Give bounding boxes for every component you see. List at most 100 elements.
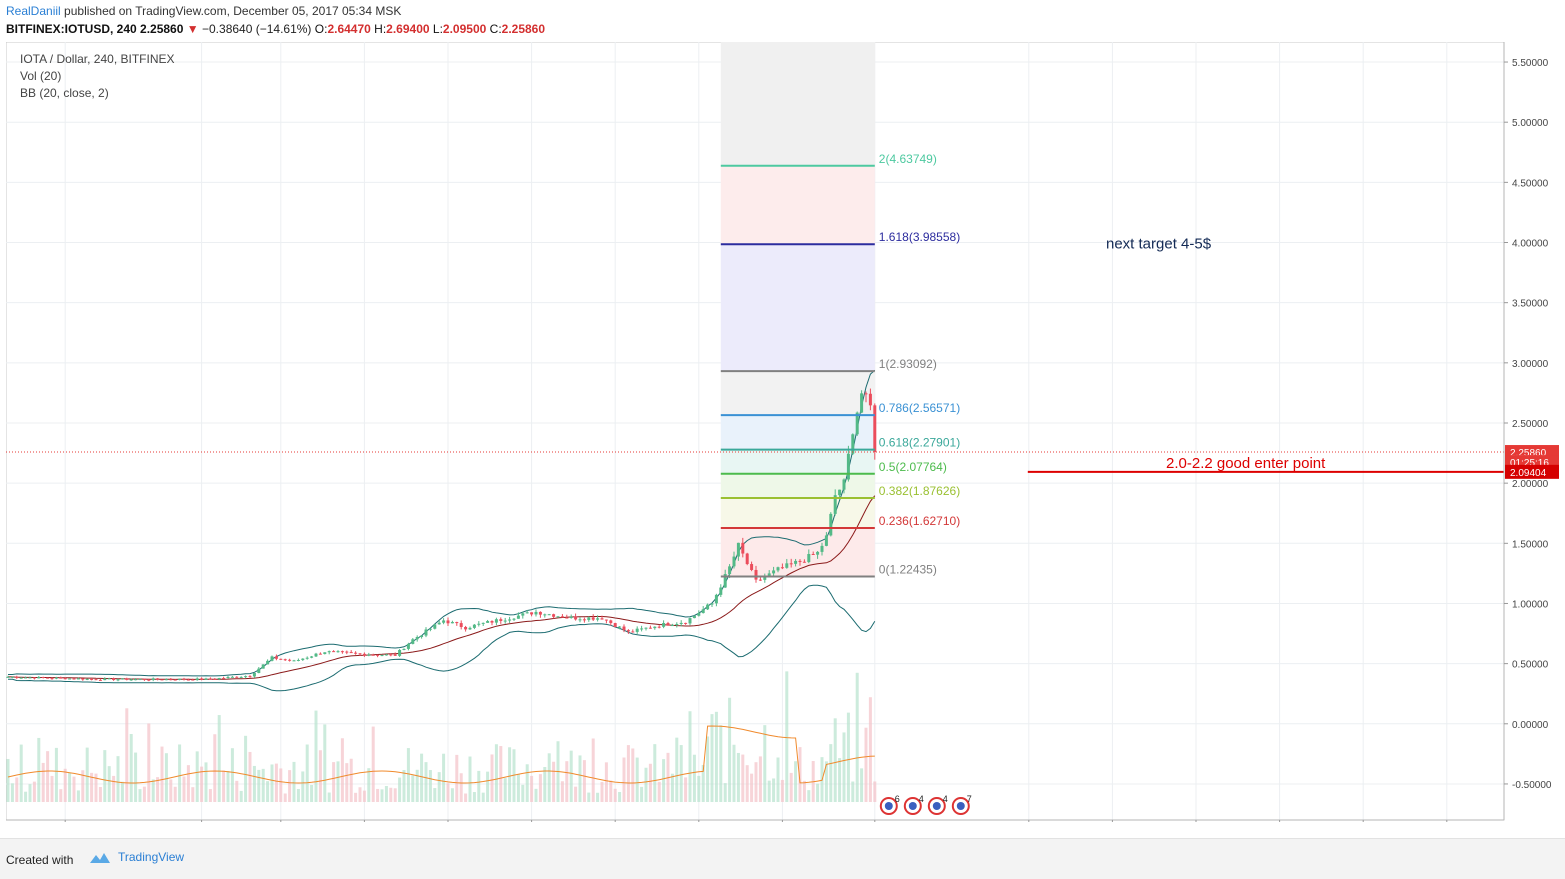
candle-body xyxy=(310,656,314,658)
candle-body xyxy=(626,630,630,632)
candle-body xyxy=(648,627,652,629)
volume-bar xyxy=(393,788,397,802)
volume-bar xyxy=(54,747,58,802)
price-chart[interactable]: 2(4.63749) 1.618(3.98558) 1(2.93092) 0.786(… xyxy=(6,42,1560,822)
candle-body xyxy=(578,619,582,621)
volume-bar xyxy=(600,781,604,802)
author-link[interactable]: RealDaniil xyxy=(6,4,61,18)
volume-bar xyxy=(754,762,758,802)
volume-bar xyxy=(270,764,274,802)
volume-bar xyxy=(644,767,648,802)
candle-body xyxy=(134,679,138,681)
volume-bar xyxy=(635,757,639,802)
volume-bar xyxy=(622,757,626,802)
volume-bar xyxy=(552,761,556,802)
chart-area[interactable]: 2(4.63749) 1.618(3.98558) 1(2.93092) 0.786(… xyxy=(6,42,1560,822)
candle-body xyxy=(112,678,116,681)
candle-body xyxy=(596,618,600,620)
price-axis-label: 4.50000 xyxy=(1512,178,1549,189)
candle-body xyxy=(160,679,164,681)
candle-body xyxy=(349,652,353,654)
candle-body xyxy=(710,603,714,605)
volume-ma-line xyxy=(7,725,875,784)
volume-bar xyxy=(371,726,375,802)
candle-body xyxy=(516,615,520,619)
candle-body xyxy=(173,679,177,681)
price-axis-label: 2.50000 xyxy=(1512,419,1549,430)
candle-body xyxy=(76,678,80,680)
volume-bar xyxy=(230,748,234,802)
candle-body xyxy=(525,612,529,614)
candle-body xyxy=(354,652,358,654)
bollinger-lower-band xyxy=(8,584,876,692)
volume-bar xyxy=(178,744,182,802)
candle-body xyxy=(28,677,32,679)
volume-bar xyxy=(68,772,72,802)
candle-body xyxy=(820,545,824,552)
close-value: 2.25860 xyxy=(501,22,546,36)
candle-body xyxy=(833,495,837,514)
price-marker-box xyxy=(1505,464,1559,479)
candle-body xyxy=(424,629,428,636)
volume-bar xyxy=(842,732,846,802)
volume-bar xyxy=(525,764,529,802)
volume-bar xyxy=(648,763,652,802)
candle-body xyxy=(772,570,776,574)
volume-bar xyxy=(354,792,358,802)
series-legend[interactable]: IOTA / Dollar, 240, BITFINEX xyxy=(20,52,175,66)
volume-bar xyxy=(107,766,111,802)
candle-body xyxy=(420,635,424,638)
volume-bar xyxy=(578,755,582,802)
volume-bar xyxy=(81,770,85,802)
price-axis-label: 3.00000 xyxy=(1512,359,1549,370)
candle-body xyxy=(560,616,564,618)
volume-bar xyxy=(450,788,454,802)
price-axis-label: 3.50000 xyxy=(1512,299,1549,310)
volume-bar xyxy=(76,790,80,802)
volume-bar xyxy=(521,784,525,802)
candle-body xyxy=(182,678,186,680)
volume-bar xyxy=(424,762,428,802)
volume-bar xyxy=(569,750,573,802)
candle-body xyxy=(481,622,485,624)
candle-body xyxy=(613,623,617,628)
volume-bar xyxy=(833,718,837,802)
tradingview-brand-link[interactable]: TradingView xyxy=(88,850,184,865)
candle-body xyxy=(327,651,331,653)
candle-body xyxy=(635,628,639,632)
candle-body xyxy=(719,587,723,595)
candle-body xyxy=(477,623,481,625)
candle-body xyxy=(191,679,195,681)
candle-body xyxy=(508,619,512,621)
fib-level-label: 0.5(2.07764) xyxy=(879,460,947,474)
candle-body xyxy=(490,621,494,623)
candle-body xyxy=(692,615,696,619)
fib-zone-band xyxy=(720,473,875,499)
candle-body xyxy=(538,611,542,615)
volume-bar xyxy=(618,792,622,802)
candle-body xyxy=(521,613,525,616)
candle-body xyxy=(32,677,36,679)
volume-legend[interactable]: Vol (20) xyxy=(20,69,62,83)
candle-body xyxy=(450,622,454,624)
candle-body xyxy=(270,656,274,661)
candle-body xyxy=(19,677,23,679)
volume-bar xyxy=(191,787,195,802)
bollinger-legend[interactable]: BB (20, close, 2) xyxy=(20,86,109,100)
volume-bar xyxy=(692,754,696,802)
candle-body xyxy=(85,678,89,680)
volume-bar xyxy=(367,768,371,802)
symbol-name[interactable]: BITFINEX:IOTUSD, 240 xyxy=(6,22,137,36)
volume-bar xyxy=(235,780,239,802)
publish-text: published on TradingView.com, December 0… xyxy=(64,4,402,18)
volume-bar xyxy=(411,775,415,802)
candle-body xyxy=(670,625,674,627)
created-with-text: Created with xyxy=(6,853,74,867)
candle-body xyxy=(371,654,375,656)
fib-level-label: 0.382(1.87626) xyxy=(879,484,960,498)
high-value: 2.69400 xyxy=(386,22,430,36)
candle-body xyxy=(257,668,261,673)
candle-body xyxy=(794,560,798,564)
volume-bar xyxy=(252,765,256,802)
volume-bar xyxy=(358,787,362,802)
